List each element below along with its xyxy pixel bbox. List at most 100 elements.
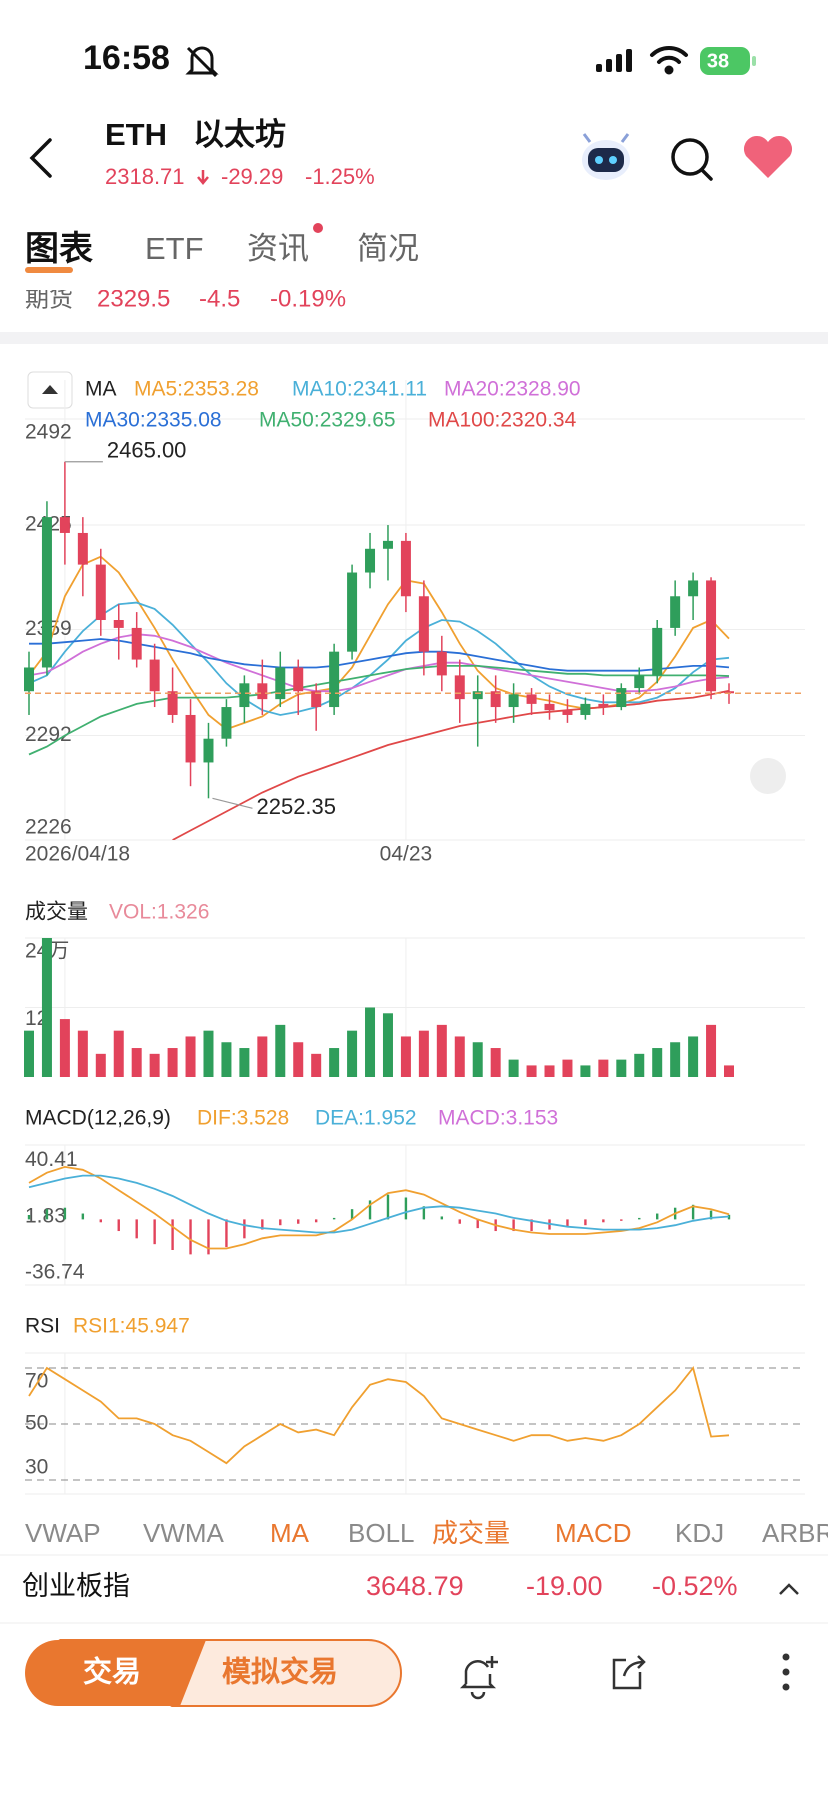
candle-body [580, 703, 591, 715]
volume-bar [400, 1036, 411, 1077]
macd-bar [602, 1219, 605, 1223]
battery [700, 47, 750, 75]
volume-bar [221, 1042, 232, 1077]
section-divider [0, 332, 828, 344]
volume-bar [239, 1048, 250, 1077]
ticker-change: -19.00 [526, 1571, 603, 1601]
macd-bar [620, 1219, 623, 1221]
indicator-tab[interactable]: 成交量 [432, 1518, 510, 1548]
charts: 24922425235922922226MAMA5:2353.28MA10:23… [24, 378, 805, 1495]
volume-bar [41, 938, 52, 1077]
indicator-tab[interactable]: KDJ [675, 1518, 724, 1548]
fullscreen-button[interactable] [750, 758, 786, 794]
candle-body [688, 580, 699, 597]
ticker-bar[interactable] [0, 1555, 828, 1623]
indicator-tab[interactable]: VWMA [143, 1518, 225, 1548]
ticker-change-pct: -0.52% [652, 1571, 738, 1601]
macd-bar [153, 1219, 156, 1245]
volume-bar [724, 1065, 734, 1077]
volume-bar [365, 1007, 376, 1077]
y-tick-label: 1.83 [25, 1204, 66, 1227]
macd-bar [530, 1219, 533, 1232]
legend-entry: MACD:3.153 [438, 1107, 558, 1130]
legend-entry: MA20:2328.90 [444, 378, 581, 401]
favorite-button[interactable] [743, 135, 793, 178]
candle-body [221, 707, 232, 739]
legend-entry: MA5:2353.28 [134, 378, 259, 401]
sim-trade-label: 模拟交易 [222, 1655, 338, 1689]
tab[interactable]: ETF [145, 231, 204, 266]
volume-bar [347, 1030, 358, 1077]
indicator-tab[interactable]: BOLL [348, 1518, 415, 1548]
assistant-robot[interactable] [582, 133, 630, 180]
volume-bar [490, 1048, 501, 1077]
indicator-tab[interactable]: ARBR [762, 1518, 828, 1548]
search-button[interactable] [671, 138, 713, 181]
volume-bar [59, 1019, 70, 1077]
macd-bar [117, 1219, 120, 1232]
macd-bar [691, 1204, 695, 1220]
macd-bar [458, 1219, 461, 1224]
asset-name: 以太坊 [193, 117, 286, 152]
volume-bar [706, 1024, 717, 1077]
candle-body [526, 694, 537, 704]
candle-body [472, 691, 483, 700]
more-button[interactable] [782, 1653, 790, 1691]
candle-body [598, 703, 609, 708]
volume-bar [293, 1042, 304, 1077]
tab-active[interactable]: 图表 [25, 230, 93, 268]
volume-bar [329, 1048, 340, 1077]
y-tick-label: 2292 [25, 723, 72, 746]
tab[interactable]: 简况 [357, 231, 419, 266]
price-change: -29.29 [221, 164, 283, 189]
panel-title: MA [85, 378, 117, 401]
trade-button[interactable] [25, 1640, 206, 1706]
candle-body [95, 564, 106, 621]
indicator-tab[interactable]: VWAP [25, 1518, 101, 1548]
ticker-price: 3648.79 [366, 1571, 464, 1601]
legend-entry: DIF:3.528 [197, 1107, 289, 1130]
candle-body [616, 688, 627, 708]
candle-body [131, 627, 142, 660]
candle-body [436, 651, 447, 676]
macd-bar [45, 1209, 49, 1220]
macd-bar [189, 1219, 192, 1255]
indicator-tab[interactable]: MA [270, 1518, 310, 1548]
macd-bar [584, 1219, 587, 1226]
y-tick-label: 40.41 [25, 1148, 78, 1171]
volume-bar [257, 1036, 268, 1077]
share-button[interactable] [612, 1655, 646, 1690]
volume-bar [562, 1059, 573, 1077]
battery-cap [752, 56, 756, 66]
volume-bar [113, 1030, 124, 1077]
alert-button[interactable] [459, 1656, 498, 1700]
candle-body [41, 517, 52, 668]
tabs-mask [0, 274, 828, 290]
panel-title: RSI [25, 1315, 60, 1338]
battery-level: 38 [707, 50, 729, 72]
back-button[interactable] [29, 138, 52, 178]
candle-body [293, 667, 304, 692]
indicator-tab[interactable]: MACD [555, 1518, 632, 1548]
down-arrow [197, 170, 209, 185]
tab[interactable]: 资讯 [247, 231, 309, 266]
macd-line [28, 1174, 730, 1234]
volume-bar [203, 1030, 214, 1077]
volume-bar [77, 1030, 88, 1077]
candle-body [185, 714, 196, 763]
volume-bar [167, 1048, 178, 1077]
macd-bar [243, 1219, 246, 1239]
legend-entry: RSI1:45.947 [73, 1315, 190, 1338]
price-change-pct: -1.25% [305, 164, 375, 189]
rsi-line [28, 1366, 730, 1465]
macd-bar [135, 1219, 138, 1239]
mute-icon [185, 46, 219, 78]
y-tick-label: 2492 [25, 421, 72, 444]
expand-icon[interactable] [779, 1583, 799, 1595]
status-time: 16:58 [83, 39, 170, 77]
macd-bar [656, 1213, 659, 1220]
macd-bar [368, 1200, 372, 1220]
legend-entry: MA50:2329.65 [259, 409, 396, 432]
